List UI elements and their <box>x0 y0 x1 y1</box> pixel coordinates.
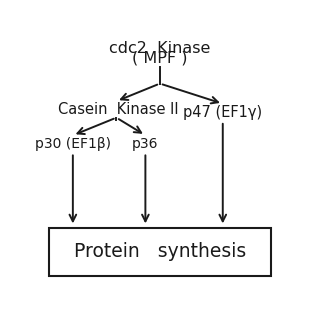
Text: Casein  Kinase II: Casein Kinase II <box>58 102 179 117</box>
Text: p36: p36 <box>132 136 158 151</box>
Text: ( MPF ): ( MPF ) <box>132 51 188 66</box>
Text: cdc2  Kinase: cdc2 Kinase <box>109 41 211 56</box>
Text: Protein   synthesis: Protein synthesis <box>74 242 246 261</box>
Text: p30 (EF1β): p30 (EF1β) <box>35 136 111 151</box>
FancyBboxPatch shape <box>49 228 271 276</box>
Text: p47 (EF1γ): p47 (EF1γ) <box>183 105 262 120</box>
